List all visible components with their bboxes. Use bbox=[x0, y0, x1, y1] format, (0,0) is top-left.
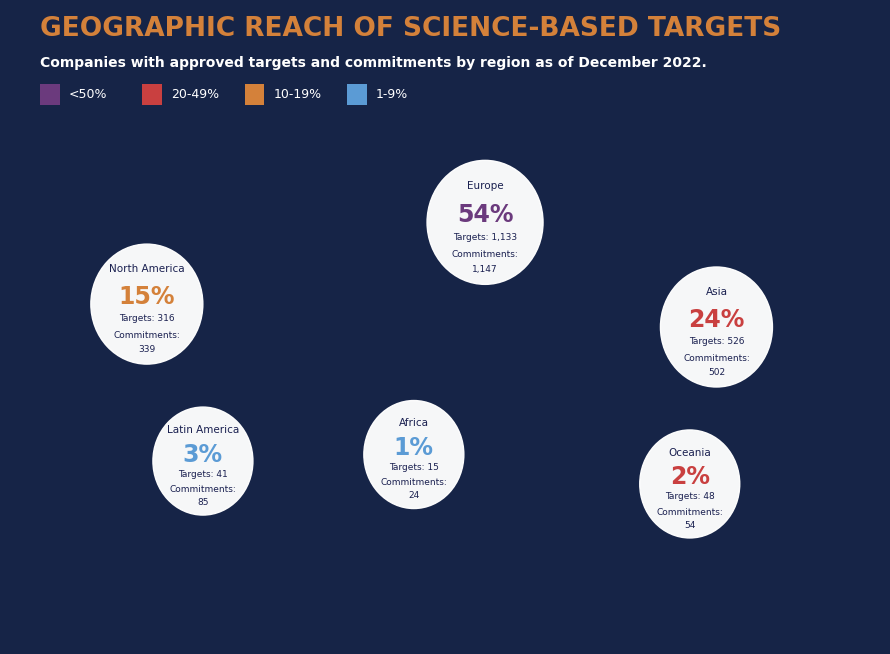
Ellipse shape bbox=[153, 407, 253, 515]
Text: 1%: 1% bbox=[394, 436, 433, 460]
Text: 10-19%: 10-19% bbox=[273, 88, 321, 101]
Text: Targets: 15: Targets: 15 bbox=[389, 463, 439, 472]
Text: Targets: 48: Targets: 48 bbox=[665, 492, 715, 502]
Text: Companies with approved targets and commitments by region as of December 2022.: Companies with approved targets and comm… bbox=[40, 56, 707, 69]
Text: Commitments:: Commitments: bbox=[381, 478, 448, 487]
Text: 3%: 3% bbox=[182, 443, 223, 466]
Text: Targets: 1,133: Targets: 1,133 bbox=[453, 233, 517, 242]
Text: Asia: Asia bbox=[706, 287, 727, 297]
Ellipse shape bbox=[427, 160, 543, 284]
Text: 85: 85 bbox=[198, 498, 208, 507]
Text: Commitments:: Commitments: bbox=[684, 354, 750, 363]
Text: Commitments:: Commitments: bbox=[114, 331, 181, 340]
Text: Targets: 41: Targets: 41 bbox=[178, 470, 228, 479]
Text: 502: 502 bbox=[708, 368, 725, 377]
Text: 1-9%: 1-9% bbox=[376, 88, 408, 101]
Text: <50%: <50% bbox=[69, 88, 107, 101]
Text: Targets: 526: Targets: 526 bbox=[689, 337, 744, 346]
Ellipse shape bbox=[91, 244, 203, 364]
Ellipse shape bbox=[364, 400, 464, 509]
Ellipse shape bbox=[660, 267, 773, 387]
Text: Targets: 316: Targets: 316 bbox=[119, 314, 174, 323]
Text: Commitments:: Commitments: bbox=[452, 250, 519, 259]
Text: North America: North America bbox=[109, 264, 184, 274]
Text: 24%: 24% bbox=[688, 308, 745, 332]
Text: 24: 24 bbox=[409, 491, 419, 500]
Text: Oceania: Oceania bbox=[668, 447, 711, 458]
Text: Latin America: Latin America bbox=[166, 424, 239, 435]
Text: Commitments:: Commitments: bbox=[657, 508, 724, 517]
Text: 20-49%: 20-49% bbox=[171, 88, 219, 101]
Text: GEOGRAPHIC REACH OF SCIENCE-BASED TARGETS: GEOGRAPHIC REACH OF SCIENCE-BASED TARGET… bbox=[40, 16, 781, 43]
Text: 54: 54 bbox=[684, 521, 695, 530]
Text: 15%: 15% bbox=[118, 285, 175, 309]
Text: 2%: 2% bbox=[670, 466, 709, 489]
Text: 54%: 54% bbox=[457, 203, 514, 227]
Text: 1,147: 1,147 bbox=[473, 265, 498, 274]
Text: Commitments:: Commitments: bbox=[169, 485, 237, 494]
Text: 339: 339 bbox=[138, 345, 156, 354]
Ellipse shape bbox=[640, 430, 740, 538]
Text: Africa: Africa bbox=[399, 418, 429, 428]
Text: Europe: Europe bbox=[466, 181, 504, 192]
